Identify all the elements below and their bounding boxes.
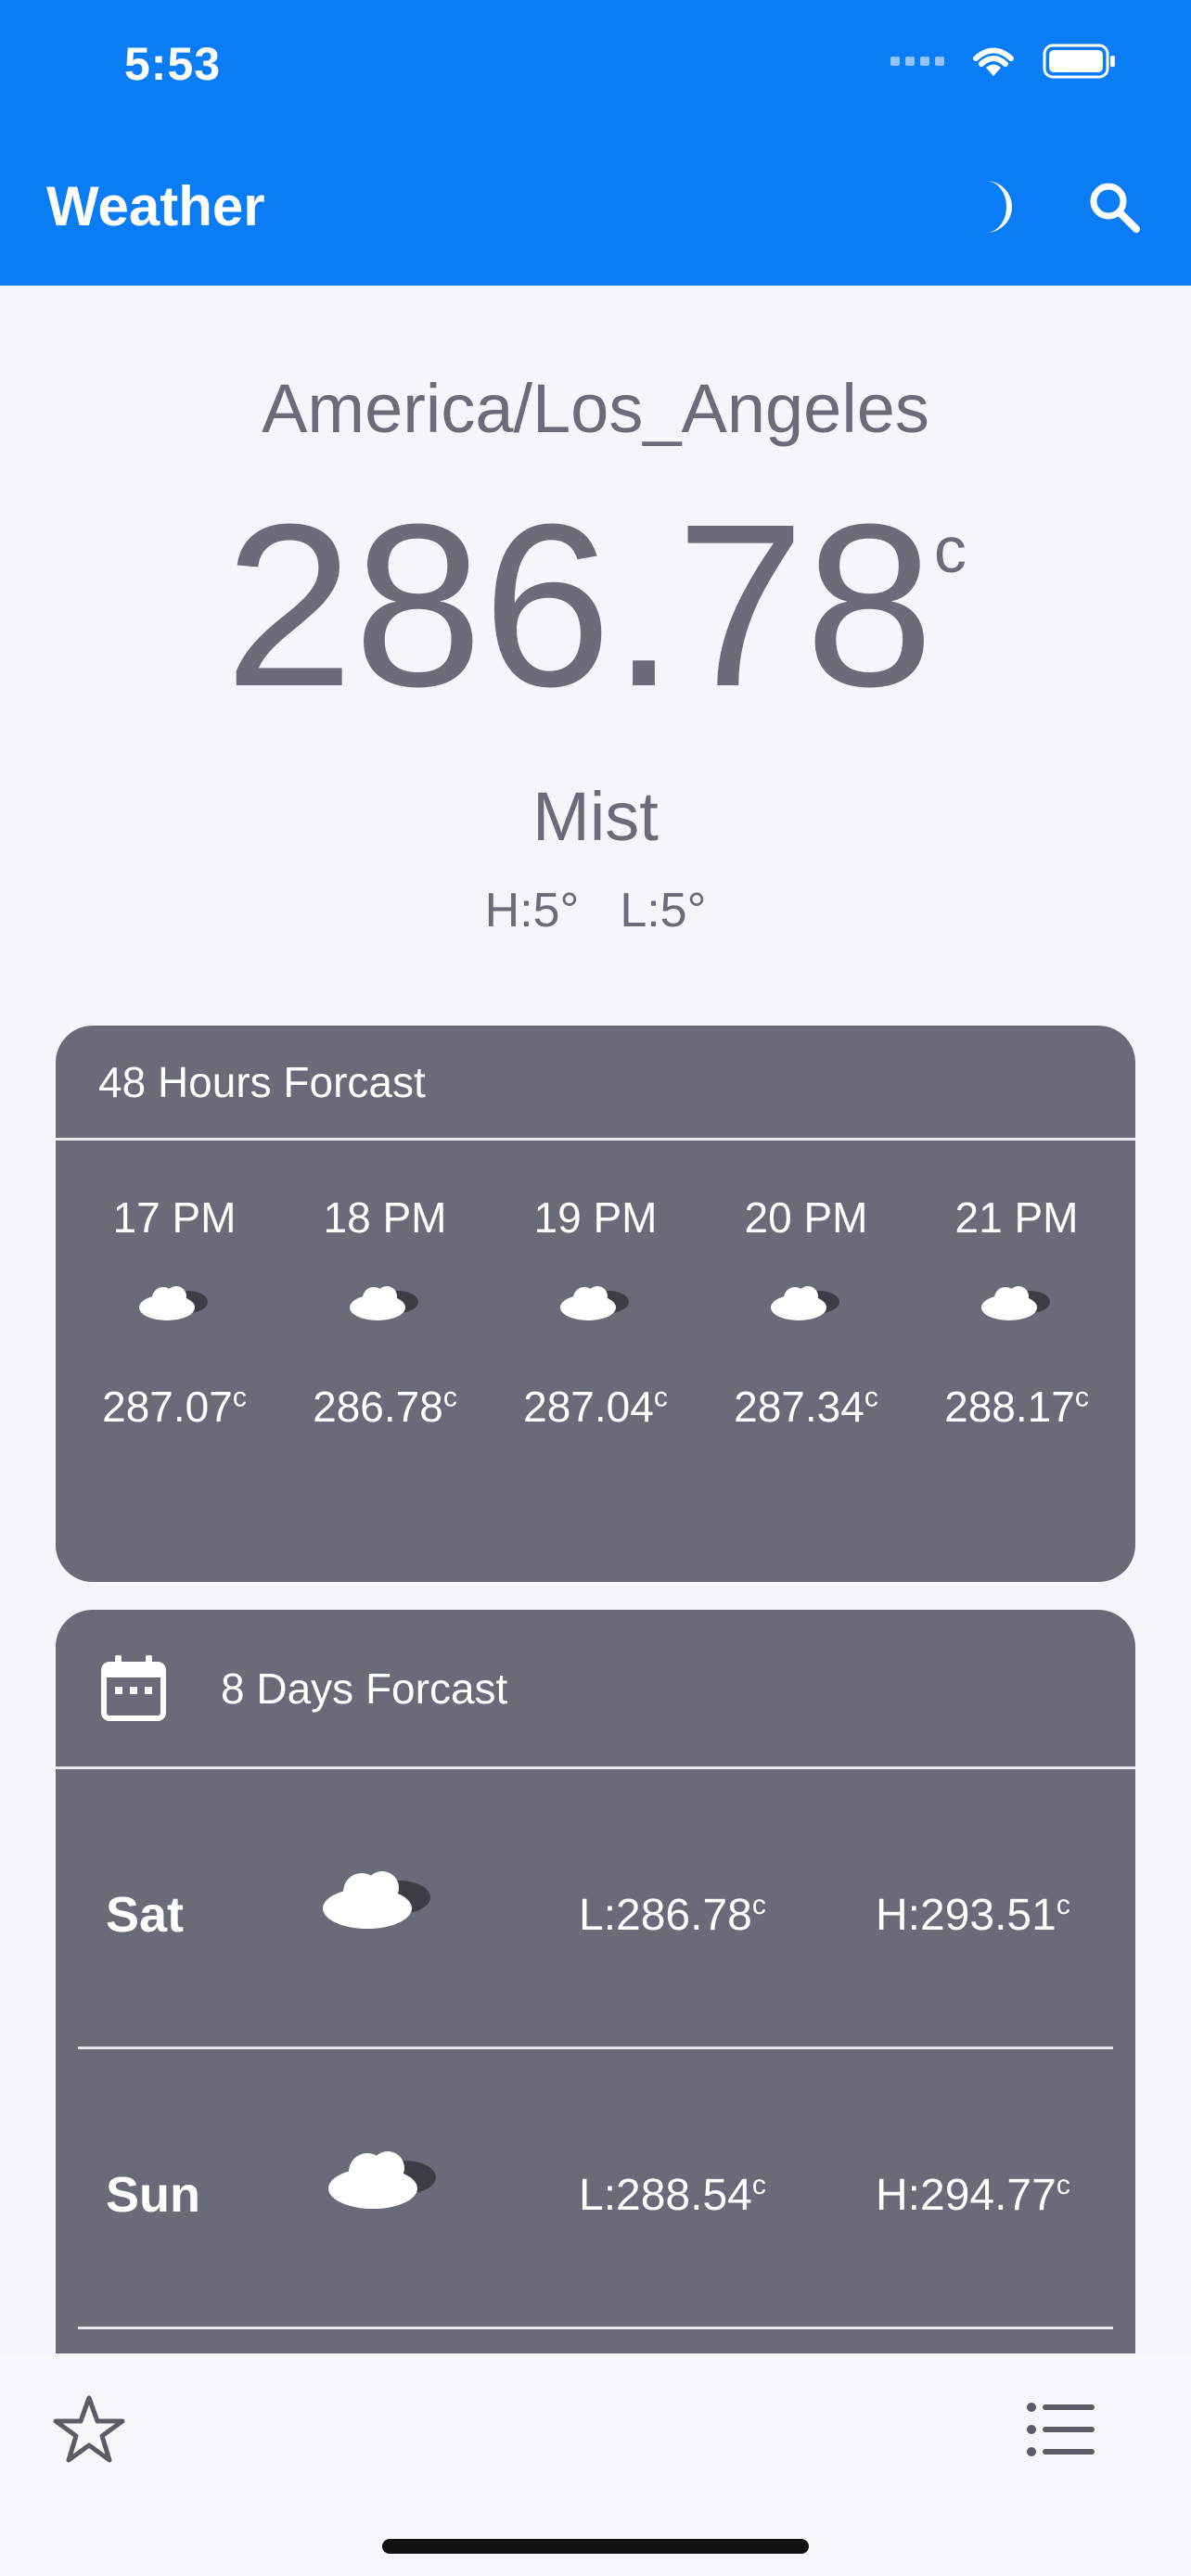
temperature-unit: c [933, 514, 967, 586]
temperature-value: 286.78 [224, 476, 934, 734]
hour-time: 21 PM [954, 1193, 1079, 1242]
hourly-item: 21 PM 288.17c [913, 1141, 1121, 1432]
hour-temp: 288.17c [944, 1382, 1089, 1431]
calendar-icon [101, 1654, 166, 1721]
day-name: Sun [106, 2167, 200, 2223]
hour-temp: 287.07c [102, 1382, 247, 1431]
day-name: Sat [106, 1887, 185, 1943]
low-temp: L:5° [620, 884, 707, 937]
list-icon[interactable] [1026, 2400, 1096, 2459]
star-icon[interactable] [52, 2394, 126, 2465]
status-time: 5:53 [124, 38, 222, 90]
signal-icon [890, 57, 944, 66]
daily-item-sat[interactable]: Sat L:286.78c H:293.51c [78, 1769, 1113, 2049]
day-low: L:288.54c [579, 2170, 766, 2220]
cloud-icon [913, 1280, 1121, 1354]
hour-temp: 287.04c [523, 1382, 668, 1431]
cloud-icon [323, 1871, 430, 1929]
location-name: America/Los_Angeles [262, 370, 929, 447]
hour-temp: 287.34c [734, 1382, 878, 1431]
cloud-icon [328, 2151, 436, 2209]
hourly-forecast-title: 48 Hours Forcast [56, 1026, 1135, 1141]
search-icon[interactable] [1082, 174, 1146, 239]
hour-time: 18 PM [323, 1193, 447, 1242]
daily-forecast-card: 8 Days Forcast Sat L:286.78c H:293.51c S… [56, 1610, 1135, 2370]
hourly-item: 20 PM 287.34c [702, 1141, 910, 1432]
day-high: H:294.77c [876, 2170, 1070, 2220]
status-indicators [890, 43, 1117, 80]
hourly-item: 18 PM 286.78c [281, 1141, 489, 1432]
daily-forecast-header: 8 Days Forcast [56, 1610, 1135, 1769]
high-temp: H:5° [484, 884, 580, 937]
hourly-list[interactable]: 17 PM 287.07c 18 PM 286.78c 19 PM 287.04… [56, 1141, 1135, 1432]
battery-icon [1043, 44, 1115, 79]
cloud-icon [492, 1280, 699, 1354]
daily-item-sun[interactable]: Sun L:288.54c H:294.77c [78, 2049, 1113, 2329]
hourly-item: 19 PM 287.04c [492, 1141, 699, 1432]
day-low: L:286.78c [579, 1890, 766, 1940]
current-temperature: 286.78c [0, 490, 1191, 721]
high-low: H:5° L:5° [0, 883, 1191, 938]
daily-forecast-title: 8 Days Forcast [221, 1664, 508, 1713]
wifi-icon [973, 47, 1014, 76]
app-bar: 5:53 Weather [0, 0, 1191, 286]
day-high: H:293.51c [876, 1890, 1070, 1940]
hour-time: 17 PM [112, 1193, 237, 1242]
weather-condition: Mist [532, 778, 659, 855]
hourly-item: 17 PM 287.07c [70, 1141, 278, 1432]
hourly-forecast-card: 48 Hours Forcast 17 PM 287.07c 18 PM 286… [56, 1026, 1135, 1582]
cloud-icon [702, 1280, 910, 1354]
home-indicator[interactable] [382, 2539, 809, 2554]
cloud-icon [70, 1280, 278, 1354]
cloud-icon [281, 1280, 489, 1354]
app-title: Weather [46, 175, 265, 237]
hour-temp: 286.78c [313, 1382, 457, 1431]
hour-time: 19 PM [533, 1193, 658, 1242]
moon-icon[interactable] [961, 174, 1026, 239]
hour-time: 20 PM [744, 1193, 868, 1242]
